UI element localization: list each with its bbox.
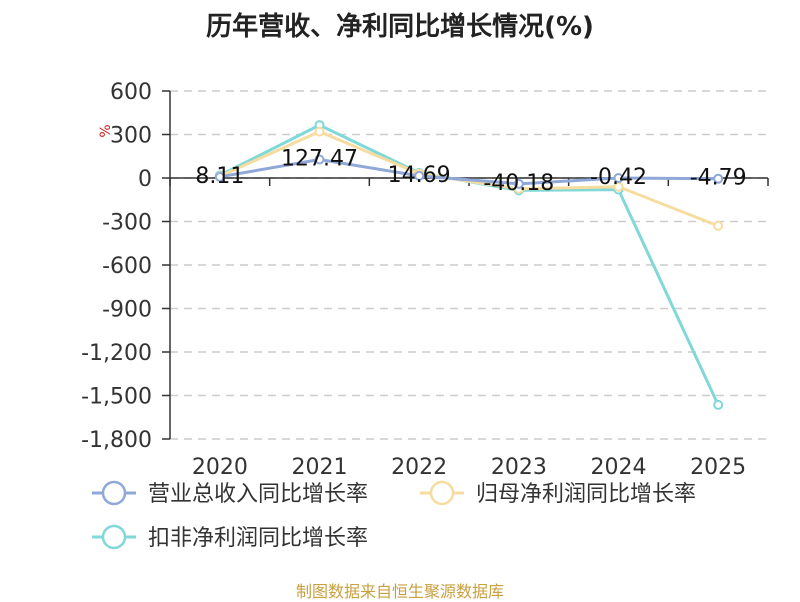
- data-point: [314, 154, 325, 165]
- legend-marker: [429, 480, 455, 506]
- data-point: [713, 173, 724, 184]
- data-label: -40.18: [483, 171, 554, 196]
- data-point: [314, 126, 325, 137]
- legend-label: 归母净利润同比增长率: [476, 482, 696, 507]
- data-point: [613, 173, 624, 184]
- legend-marker: [101, 480, 127, 506]
- legend-label: 营业总收入同比增长率: [148, 482, 368, 507]
- chart-title: 历年营收、净利同比增长情况(%): [206, 12, 594, 42]
- y-tick-label: 0: [138, 167, 152, 192]
- y-tick-label: 300: [110, 124, 152, 149]
- y-tick-label: -900: [102, 298, 152, 323]
- x-tick-label: 2023: [491, 455, 547, 480]
- x-tick-label: 2022: [391, 455, 447, 480]
- series-line: [219, 158, 719, 186]
- data-point: [214, 171, 225, 182]
- y-tick-label: -1,500: [81, 385, 152, 410]
- legend-marker: [101, 524, 127, 550]
- data-point: [414, 170, 425, 181]
- data-point: [713, 220, 724, 231]
- x-tick-label: 2021: [292, 455, 348, 480]
- x-tick-label: 2025: [690, 455, 746, 480]
- source-note: 制图数据来自恒生聚源数据库: [295, 582, 504, 601]
- data-point: [713, 399, 724, 410]
- data-point: [513, 178, 524, 189]
- legend-label: 扣非净利润同比增长率: [148, 526, 368, 551]
- data-label: 127.47: [281, 147, 358, 172]
- data-label: 14.69: [388, 163, 451, 188]
- y-tick-label: 600: [110, 80, 152, 105]
- data-label: -0.42: [590, 165, 647, 190]
- y-tick-label: -1,200: [81, 341, 152, 366]
- y-axis-unit-label: %: [98, 124, 114, 137]
- y-tick-label: -1,800: [81, 428, 152, 453]
- data-label: 8.11: [195, 164, 244, 189]
- x-tick-label: 2020: [192, 455, 248, 480]
- data-label: -4.79: [690, 166, 747, 191]
- y-tick-label: -300: [102, 211, 152, 236]
- y-tick-label: -600: [102, 254, 152, 279]
- x-tick-label: 2024: [591, 455, 647, 480]
